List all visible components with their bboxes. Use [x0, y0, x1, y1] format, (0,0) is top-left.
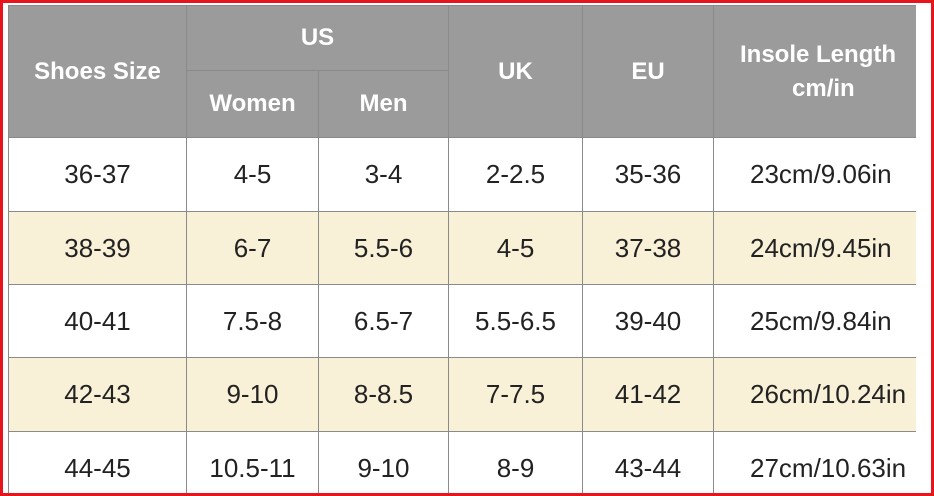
- table-cell: 23cm/9.06in: [713, 137, 916, 212]
- table-cell: 5.5-6.5: [448, 284, 583, 358]
- table-cell: 39-40: [582, 284, 714, 358]
- table-cell: 6.5-7: [318, 284, 449, 358]
- table-cell: 42-43: [8, 357, 187, 432]
- table-cell: 2-2.5: [448, 137, 583, 212]
- header-cell: Women: [186, 70, 319, 138]
- header-cell: EU: [582, 5, 714, 138]
- table-cell: 10.5-11: [186, 431, 319, 493]
- table-cell: 27cm/10.63in: [713, 431, 916, 493]
- table-cell: 26cm/10.24in: [713, 357, 916, 432]
- header-cell: Men: [318, 70, 449, 138]
- table-cell: 7-7.5: [448, 357, 583, 432]
- table-cell: 9-10: [318, 431, 449, 493]
- header-cell: US: [186, 5, 449, 71]
- table-cell: 8-9: [448, 431, 583, 493]
- header-cell: UK: [448, 5, 583, 138]
- table-cell: 35-36: [582, 137, 714, 212]
- table-cell: 44-45: [8, 431, 187, 493]
- table-cell: 36-37: [8, 137, 187, 212]
- header-cell: Shoes Size: [8, 5, 187, 138]
- table-cell: 38-39: [8, 211, 187, 285]
- header-line: Insole Length: [740, 40, 896, 68]
- table-cell: 4-5: [186, 137, 319, 212]
- table-cell: 3-4: [318, 137, 449, 212]
- table-cell: 25cm/9.84in: [713, 284, 916, 358]
- table-cell: 5.5-6: [318, 211, 449, 285]
- table-cell: 7.5-8: [186, 284, 319, 358]
- header-cell: Insole Length cm/in: [713, 5, 916, 138]
- table-cell: 8-8.5: [318, 357, 449, 432]
- table-cell: 40-41: [8, 284, 187, 358]
- table-cell: 41-42: [582, 357, 714, 432]
- table-cell: 43-44: [582, 431, 714, 493]
- table-cell: 37-38: [582, 211, 714, 285]
- table-row: 44-45 10.5-11 9-10 8-9 43-44 27cm/10.63in: [8, 431, 916, 493]
- table-clip: Shoes Size US UK EU Insole Length cm/in …: [8, 5, 916, 493]
- table-cell: 6-7: [186, 211, 319, 285]
- table-row: 36-37 4-5 3-4 2-2.5 35-36 23cm/9.06in: [8, 137, 916, 212]
- table-row: 42-43 9-10 8-8.5 7-7.5 41-42 26cm/10.24in: [8, 357, 916, 432]
- table-row: 38-39 6-7 5.5-6 4-5 37-38 24cm/9.45in: [8, 211, 916, 285]
- table-cell: 24cm/9.45in: [713, 211, 916, 285]
- table-row: 40-41 7.5-8 6.5-7 5.5-6.5 39-40 25cm/9.84in: [8, 284, 916, 358]
- header-line: cm/in: [792, 74, 855, 102]
- table-cell: 9-10: [186, 357, 319, 432]
- table-cell: 4-5: [448, 211, 583, 285]
- size-table: Shoes Size US UK EU Insole Length cm/in …: [8, 5, 916, 493]
